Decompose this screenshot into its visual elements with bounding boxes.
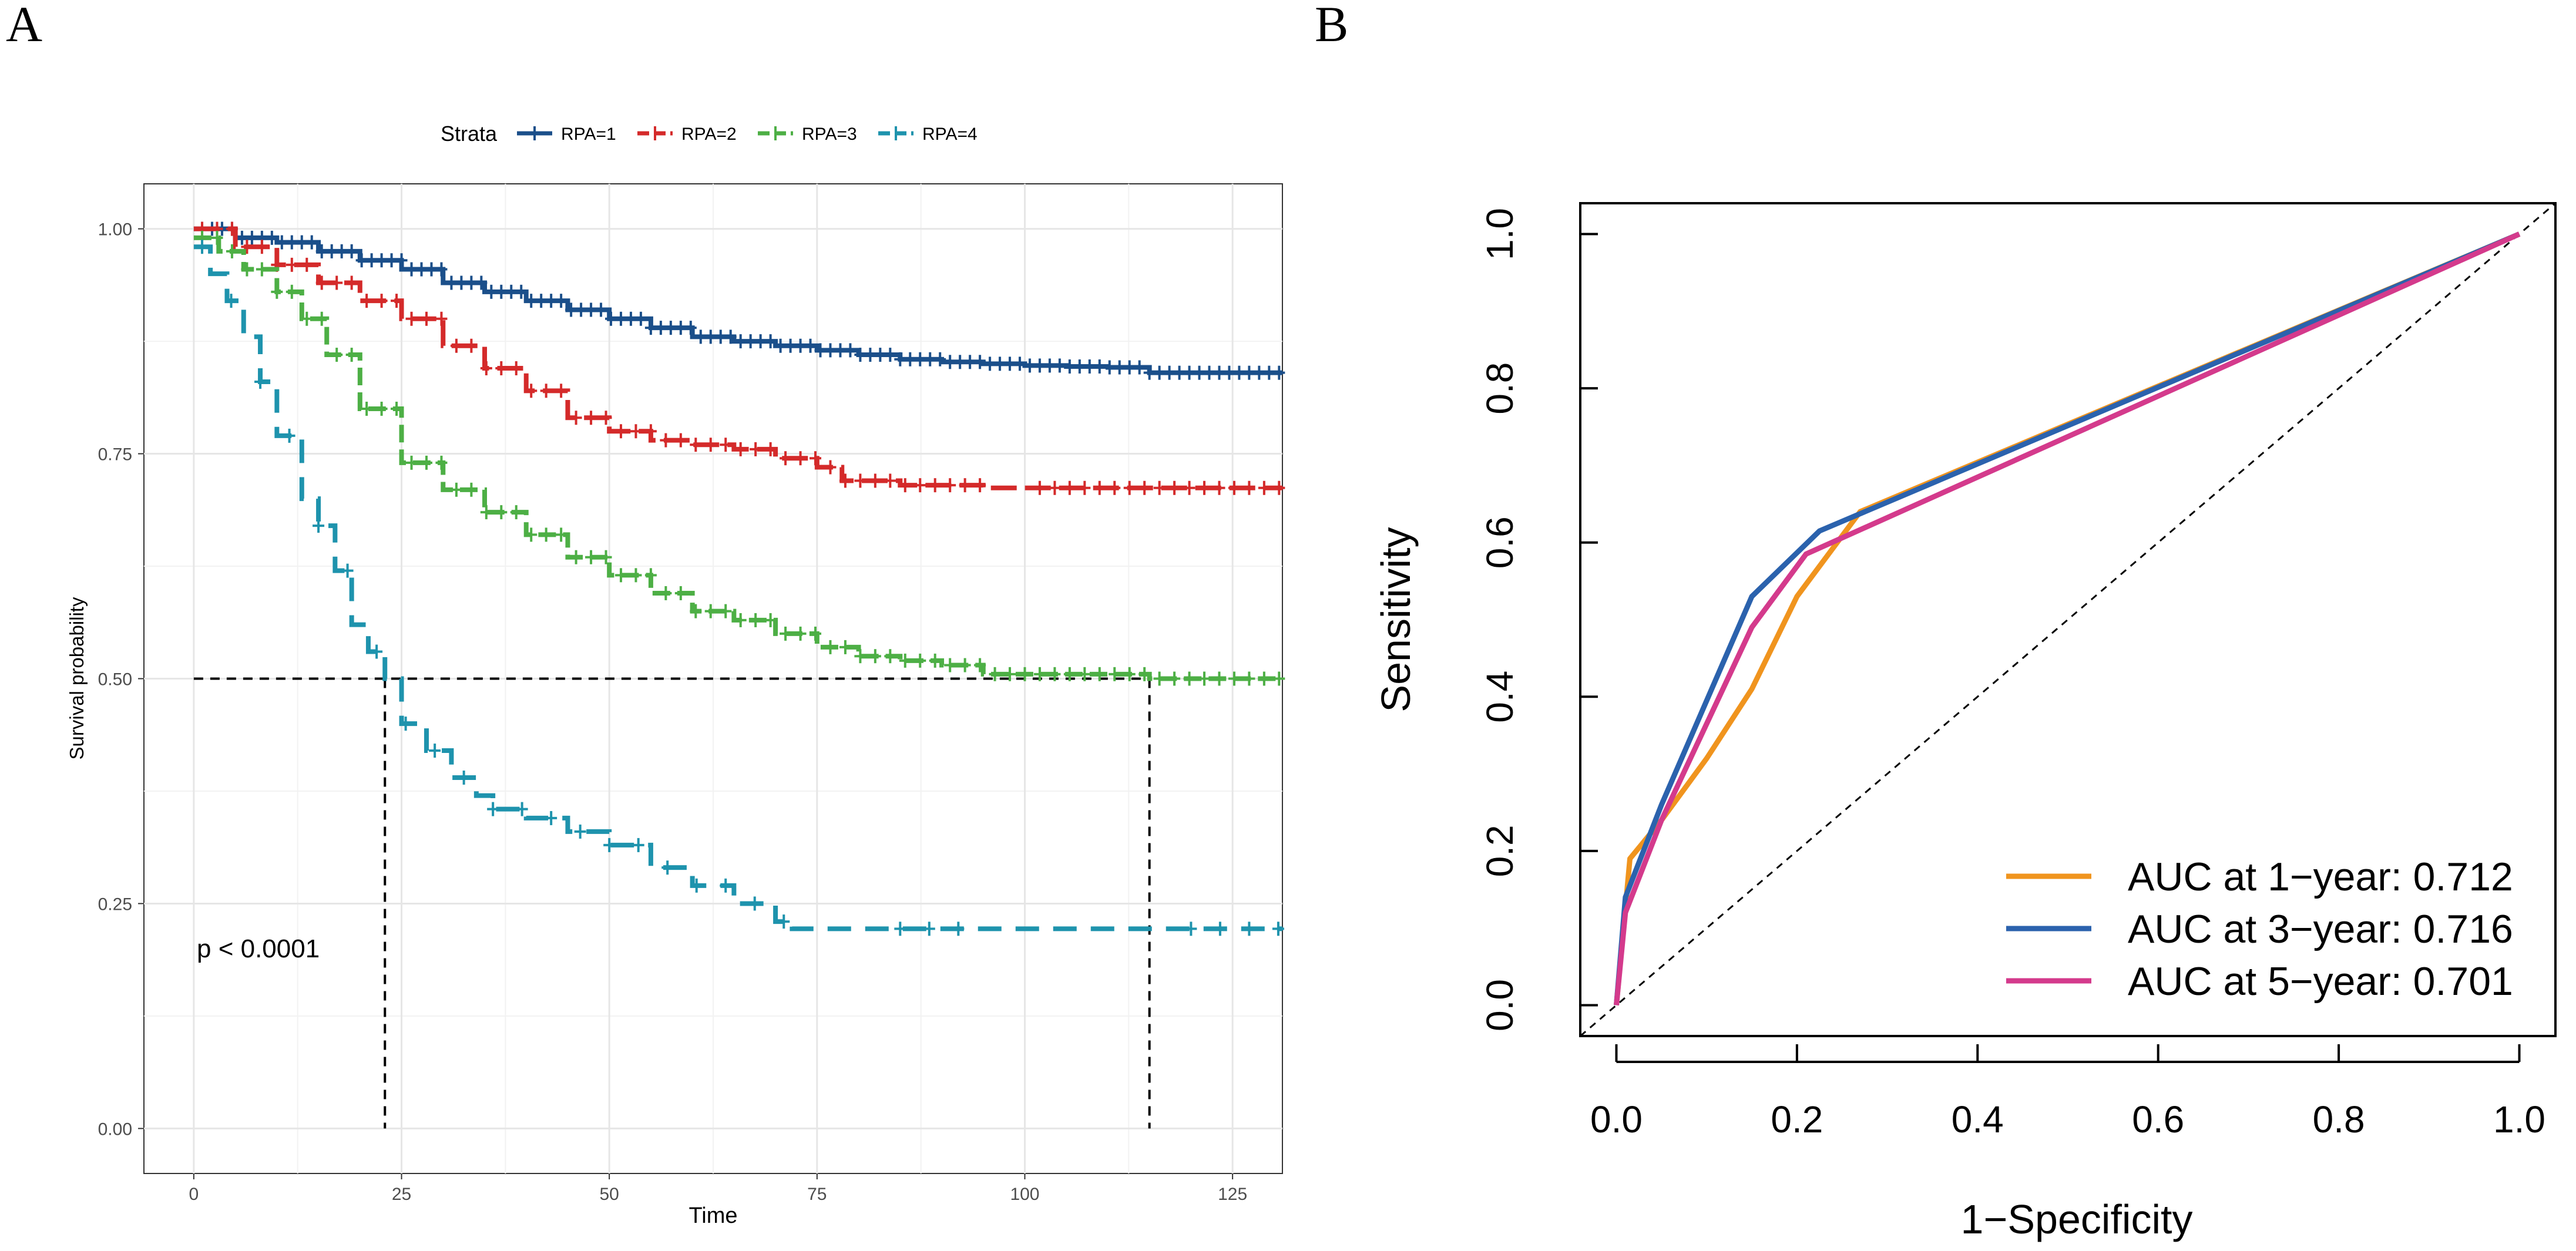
roc-curve-auc1 bbox=[1613, 231, 2521, 1005]
roc-y-tick-label: 1.0 bbox=[1479, 208, 1521, 260]
roc-y-tick-label: 0.2 bbox=[1479, 825, 1521, 877]
panel-b-label: B bbox=[1315, 0, 1348, 52]
km-y-tick-label: 0.50 bbox=[98, 670, 132, 690]
km-series-RPA3 bbox=[193, 230, 1285, 686]
km-x-tick-label: 125 bbox=[1218, 1185, 1247, 1204]
km-y-tick-label: 0.75 bbox=[98, 445, 132, 465]
km-median-lines bbox=[193, 677, 1151, 1129]
km-series-RPA4 bbox=[193, 240, 1284, 936]
km-x-tick-label: 0 bbox=[189, 1185, 199, 1204]
km-y-axis: 0.00 0.25 0.50 0.75 1.00 bbox=[98, 220, 144, 1139]
roc-legend-label: AUC at 3−year: 0.716 bbox=[2128, 907, 2513, 951]
panel-a-label: A bbox=[6, 0, 42, 52]
roc-y-tick-label: 0.8 bbox=[1479, 362, 1521, 415]
roc-y-tick-label: 0.4 bbox=[1479, 671, 1521, 723]
roc-chart: 0.0 0.2 0.4 0.6 0.8 1.0 0.0 0.2 0.4 0.6 0.8 1.0 1−… bbox=[1373, 202, 2557, 1242]
roc-legend-label: AUC at 1−year: 0.712 bbox=[2128, 855, 2513, 899]
km-x-tick-label: 75 bbox=[807, 1185, 827, 1204]
km-y-tick-label: 1.00 bbox=[98, 220, 132, 240]
roc-x-tick-label: 0.4 bbox=[1952, 1098, 2004, 1141]
km-y-axis-label: Survival probability bbox=[66, 597, 88, 759]
km-series-RPA2 bbox=[193, 221, 1285, 495]
km-y-tick-label: 0.25 bbox=[98, 894, 132, 914]
roc-x-tick-label: 0.0 bbox=[1590, 1098, 1643, 1141]
km-x-tick-label: 50 bbox=[599, 1185, 619, 1204]
km-legend-label: RPA=3 bbox=[802, 125, 857, 144]
km-curve bbox=[193, 235, 1282, 681]
roc-reference-diagonal bbox=[1580, 202, 2556, 1037]
roc-x-axis-label: 1−Specificity bbox=[1961, 1196, 2193, 1242]
roc-x-tick-label: 0.8 bbox=[2313, 1098, 2365, 1141]
roc-legend: AUC at 1−year: 0.712 AUC at 3−year: 0.716… bbox=[2006, 855, 2513, 1004]
km-y-tick-label: 0.00 bbox=[98, 1119, 132, 1139]
km-x-tick-label: 25 bbox=[392, 1185, 411, 1204]
roc-x-tick-label: 1.0 bbox=[2493, 1098, 2545, 1141]
km-chart: 0 25 50 75 100 125 0.00 0.25 0.50 0.75 1.00 p < 0… bbox=[66, 122, 1285, 1228]
roc-y-axis: 0.0 0.2 0.4 0.6 0.8 1.0 bbox=[1479, 208, 1598, 1031]
roc-legend-label: AUC at 5−year: 0.701 bbox=[2128, 959, 2513, 1004]
km-legend-label: RPA=2 bbox=[681, 125, 737, 144]
roc-x-axis: 0.0 0.2 0.4 0.6 0.8 1.0 bbox=[1590, 1044, 2545, 1141]
km-pvalue-annotation: p < 0.0001 bbox=[197, 934, 320, 963]
roc-curve-auc5 bbox=[1614, 231, 2521, 1005]
km-legend-label: RPA=1 bbox=[561, 125, 616, 144]
roc-x-tick-label: 0.2 bbox=[1771, 1098, 1823, 1141]
km-x-axis-label: Time bbox=[688, 1203, 737, 1228]
roc-y-axis-label: Sensitivity bbox=[1373, 527, 1419, 712]
roc-diagonal-line bbox=[1580, 202, 2556, 1037]
roc-curves bbox=[1613, 231, 2521, 1005]
km-x-axis: 0 25 50 75 100 125 bbox=[189, 1173, 1247, 1204]
km-survival-curves bbox=[193, 221, 1285, 936]
roc-x-tick-label: 0.6 bbox=[2132, 1098, 2184, 1141]
km-x-tick-label: 100 bbox=[1010, 1185, 1039, 1204]
roc-y-tick-label: 0.6 bbox=[1479, 516, 1521, 569]
km-legend-title: Strata bbox=[441, 122, 498, 146]
km-legend-label: RPA=4 bbox=[922, 125, 978, 144]
km-legend: Strata RPA=1 RPA=2 RPA=3 RPA=4 bbox=[441, 122, 978, 146]
km-series-RPA1 bbox=[193, 221, 1285, 380]
roc-y-tick-label: 0.0 bbox=[1479, 979, 1521, 1031]
